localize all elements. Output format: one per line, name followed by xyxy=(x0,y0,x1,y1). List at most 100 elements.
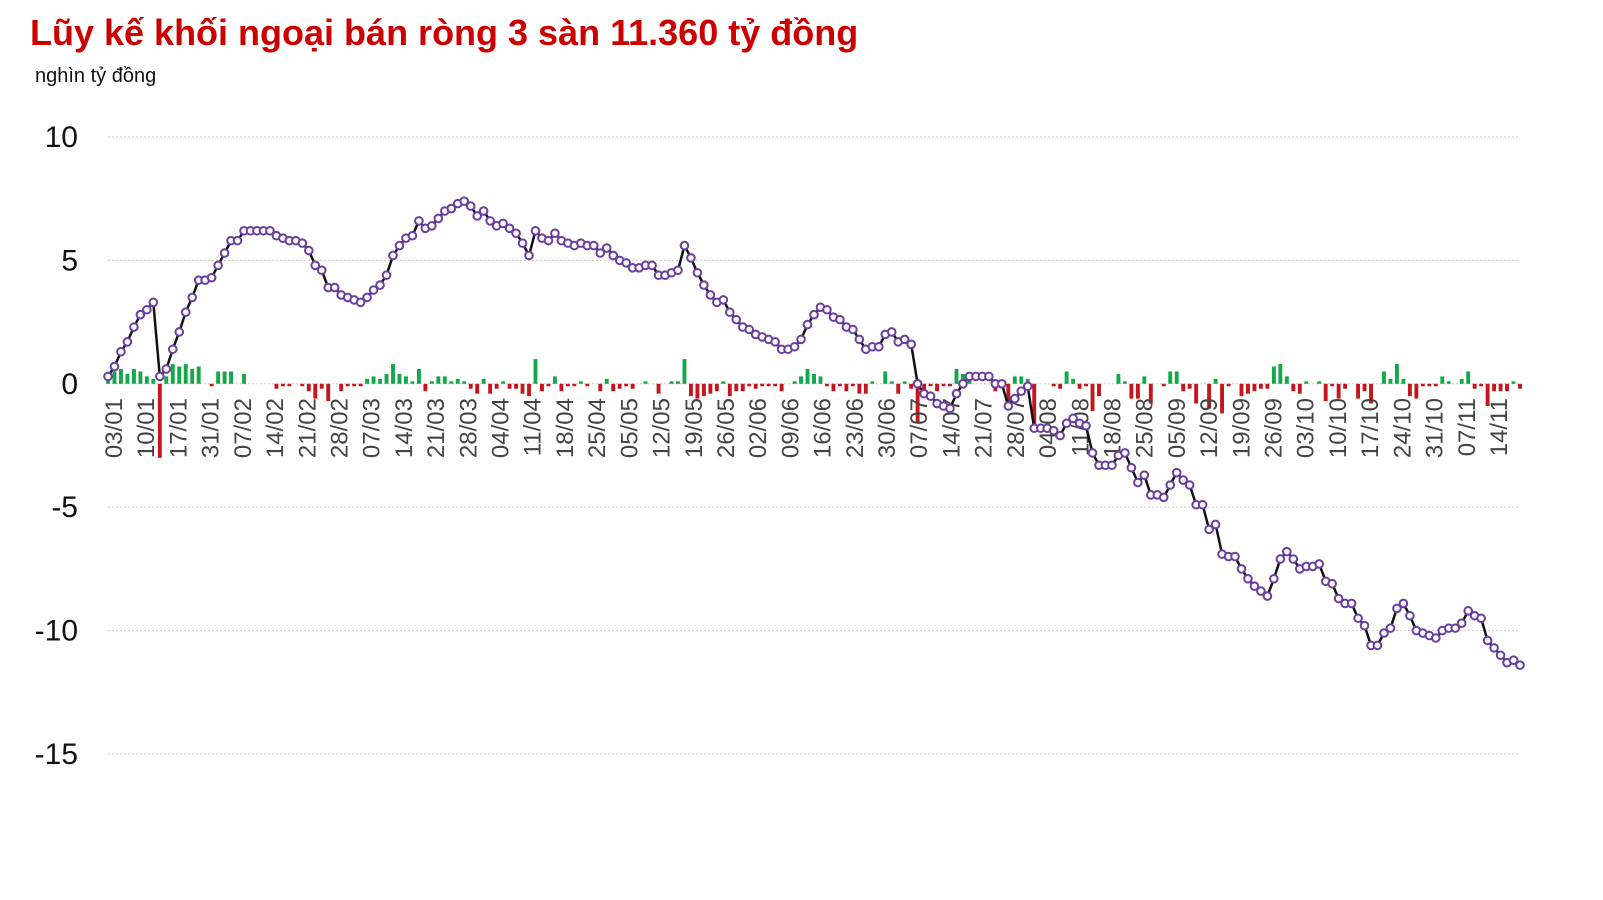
line-point xyxy=(608,250,619,261)
daily-net-bar xyxy=(1084,383,1088,387)
daily-net-bar xyxy=(488,383,493,394)
daily-net-bar xyxy=(1297,383,1302,394)
daily-net-bar xyxy=(1498,383,1503,392)
x-tick-label: 28/03 xyxy=(455,398,482,458)
line-point xyxy=(1333,593,1344,604)
line-point xyxy=(1346,598,1357,609)
line-point xyxy=(997,379,1007,389)
daily-net-bar xyxy=(339,383,344,392)
line-point xyxy=(1327,578,1337,589)
line-point xyxy=(142,304,152,315)
x-tick-label: 18/08 xyxy=(1099,398,1126,458)
line-point xyxy=(1133,477,1143,488)
daily-net-bar xyxy=(578,381,583,384)
y-axis-ticks: 10 5 0 -5 -10 -15 xyxy=(35,121,78,771)
line-point xyxy=(187,292,198,303)
y-tick-label: 0 xyxy=(61,368,78,401)
daily-net-bar xyxy=(656,383,661,394)
x-tick-label: 26/05 xyxy=(713,398,740,458)
daily-net-bar xyxy=(1135,383,1140,399)
daily-net-bar xyxy=(1433,383,1438,387)
line-point xyxy=(116,346,126,357)
x-tick-label: 10/01 xyxy=(133,398,160,458)
daily-net-bar xyxy=(501,381,506,384)
daily-net-bar xyxy=(708,383,713,394)
daily-net-bar xyxy=(391,364,395,384)
line-point xyxy=(550,228,560,239)
daily-net-bar xyxy=(170,364,175,384)
x-tick-label: 07/11 xyxy=(1454,398,1481,456)
daily-net-bar xyxy=(151,378,156,384)
daily-net-bar xyxy=(850,383,855,387)
daily-net-bar xyxy=(883,371,888,384)
line-point xyxy=(1048,425,1059,436)
line-point xyxy=(517,238,528,248)
line-point xyxy=(530,225,541,236)
daily-net-bar xyxy=(138,371,143,384)
daily-net-bar xyxy=(909,383,914,389)
line-point xyxy=(1087,448,1098,458)
daily-net-bar xyxy=(870,381,875,384)
x-tick-label: 21/07 xyxy=(971,398,998,458)
daily-net-bar xyxy=(695,383,700,399)
daily-net-bar xyxy=(928,383,933,387)
line-point xyxy=(504,223,515,234)
x-tick-label: 03/10 xyxy=(1293,398,1320,458)
daily-net-bar xyxy=(1459,378,1464,384)
x-tick-label: 25/08 xyxy=(1132,398,1159,458)
line-point xyxy=(699,280,709,290)
daily-net-bar xyxy=(1116,373,1121,384)
line-point xyxy=(103,371,113,382)
x-tick-label: 07/03 xyxy=(359,398,386,458)
daily-net-bar xyxy=(144,376,149,384)
line-point xyxy=(155,371,165,382)
x-tick-label: 23/06 xyxy=(842,398,869,458)
daily-net-bar xyxy=(669,381,674,384)
line-point xyxy=(122,337,133,347)
daily-net-bar xyxy=(740,383,745,392)
x-tick-label: 07/02 xyxy=(230,398,257,458)
daily-net-bar xyxy=(404,376,408,384)
daily-net-bar xyxy=(688,383,693,397)
daily-net-bar xyxy=(183,364,188,384)
daily-net-bar xyxy=(300,383,305,387)
daily-net-bar xyxy=(371,376,376,384)
daily-net-bar xyxy=(131,368,136,384)
daily-net-bar xyxy=(429,381,434,384)
daily-net-bar xyxy=(1479,383,1484,387)
daily-net-bar xyxy=(572,383,577,387)
y-tick-label: -10 xyxy=(35,615,78,648)
daily-net-bar xyxy=(1356,383,1361,399)
line-point xyxy=(770,337,780,347)
daily-net-bar xyxy=(1161,383,1166,387)
line-point xyxy=(1139,470,1150,480)
daily-net-bar xyxy=(326,383,331,402)
daily-net-bar xyxy=(164,376,169,384)
line-point xyxy=(375,280,385,290)
line-point xyxy=(912,379,923,389)
line-point xyxy=(297,238,308,248)
x-tick-label: 17/10 xyxy=(1357,398,1384,458)
daily-net-bar xyxy=(177,366,182,384)
line-point xyxy=(543,235,554,246)
line-point xyxy=(1055,430,1065,441)
line-point xyxy=(511,228,521,239)
daily-net-bar xyxy=(611,383,616,392)
line-point xyxy=(368,285,379,295)
daily-net-bar xyxy=(468,383,473,389)
x-tick-label: 17/01 xyxy=(165,398,192,458)
daily-net-bar xyxy=(1071,378,1076,384)
line-point xyxy=(1107,460,1117,471)
line-point xyxy=(1009,393,1020,404)
line-point xyxy=(1204,524,1214,535)
daily-net-bar xyxy=(1291,383,1296,392)
x-tick-label: 09/06 xyxy=(777,398,804,458)
x-tick-label: 02/06 xyxy=(745,398,772,458)
daily-net-bar xyxy=(397,373,402,384)
daily-net-bar xyxy=(565,383,570,387)
line-point xyxy=(958,379,968,389)
daily-net-bar xyxy=(559,383,564,392)
x-tick-label: 04/04 xyxy=(488,398,515,458)
daily-net-bar xyxy=(229,371,234,384)
line-point xyxy=(485,216,495,226)
